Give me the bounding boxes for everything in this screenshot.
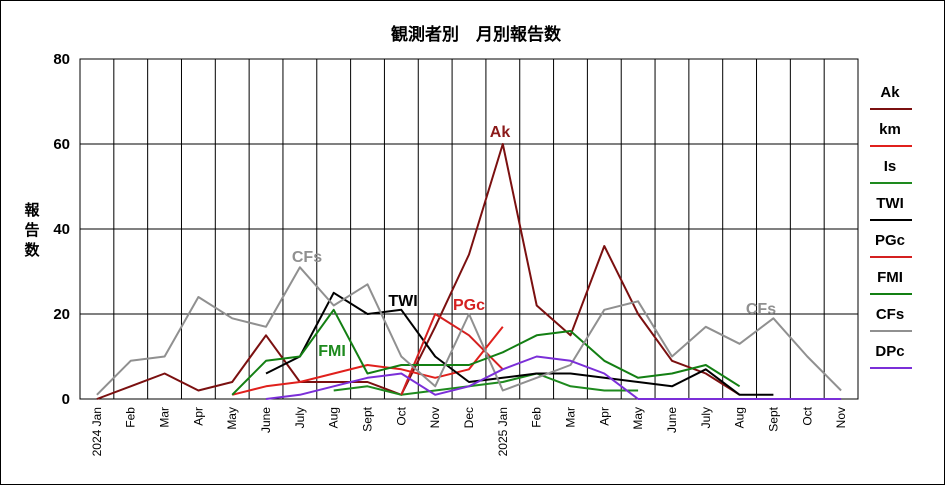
series-line-cfs	[96, 266, 842, 396]
x-tick-label: Mar	[563, 407, 577, 428]
y-tick-label: 20	[53, 306, 70, 323]
y-axis-label: 報告数	[24, 201, 40, 259]
annotation-label: CFs	[746, 301, 776, 318]
annotations: Ak CFs TWI PGc FMI CFs	[292, 124, 776, 360]
x-tick-label: July	[293, 407, 307, 428]
series-line-twi	[265, 291, 774, 396]
y-tick-label: 60	[53, 136, 70, 153]
x-tick-label: June	[259, 407, 273, 433]
series-line-is	[333, 372, 639, 396]
legend-label: PGc	[875, 232, 905, 249]
grid	[79, 58, 859, 400]
y-tick-label: 80	[53, 51, 70, 68]
series-line-fmi	[231, 308, 741, 396]
x-tick-label: Mar	[158, 407, 172, 428]
x-tick-label: Sept	[361, 406, 375, 431]
annotation-label: FMI	[318, 343, 346, 360]
x-tick-label: May	[225, 407, 239, 430]
x-tick-label: June	[665, 407, 679, 433]
x-tick-label: Feb	[124, 407, 138, 428]
x-tick-label: Aug	[327, 407, 341, 428]
x-tick-label: Apr	[597, 407, 611, 426]
annotation-label: CFs	[292, 249, 322, 266]
legend-label: DPc	[875, 343, 904, 360]
x-tick-label: Oct	[394, 406, 408, 425]
x-tick-label: Dec	[462, 407, 476, 428]
x-tick-label: 2025 Jan	[496, 407, 510, 456]
legend-label: Is	[884, 158, 897, 175]
legend-label: TWI	[876, 195, 904, 212]
x-tick-label: Sept	[766, 406, 780, 431]
y-axis-label-char: 数	[24, 241, 40, 259]
x-tick-label: Apr	[191, 407, 205, 426]
x-tick-labels: 2024 Jan Feb Mar Apr May June July Aug Sept Oct No…	[90, 406, 848, 456]
legend-label: FMI	[877, 269, 903, 286]
y-tick-label: 0	[62, 391, 70, 408]
series-lines	[96, 143, 842, 400]
x-tick-label: 2024 Jan	[90, 407, 104, 456]
chart-title: 観測者別 月別報告数	[391, 24, 562, 45]
y-axis-label-char: 報	[24, 201, 40, 219]
annotation-label: Ak	[490, 124, 511, 141]
legend-label: CFs	[876, 306, 904, 323]
x-tick-label: May	[631, 407, 645, 430]
annotation-label: TWI	[388, 293, 417, 310]
x-tick-label: Oct	[800, 406, 814, 425]
y-axis-label-char: 告	[24, 221, 39, 239]
legend-label: Ak	[880, 84, 900, 101]
legend: Ak km Is TWI PGc FMI CFs DPc	[870, 84, 912, 369]
x-tick-label: Aug	[733, 407, 747, 428]
series-line-km	[231, 326, 504, 396]
series-line-dpc	[265, 355, 842, 400]
y-tick-labels: 0 20 40 60 80	[53, 51, 70, 408]
annotation-label: PGc	[453, 297, 485, 314]
x-tick-label: July	[699, 407, 713, 428]
legend-label: km	[879, 121, 901, 138]
x-tick-label: Feb	[530, 407, 544, 428]
x-tick-label: Nov	[428, 407, 442, 428]
y-tick-label: 40	[53, 221, 70, 238]
x-tick-label: Nov	[834, 407, 848, 428]
